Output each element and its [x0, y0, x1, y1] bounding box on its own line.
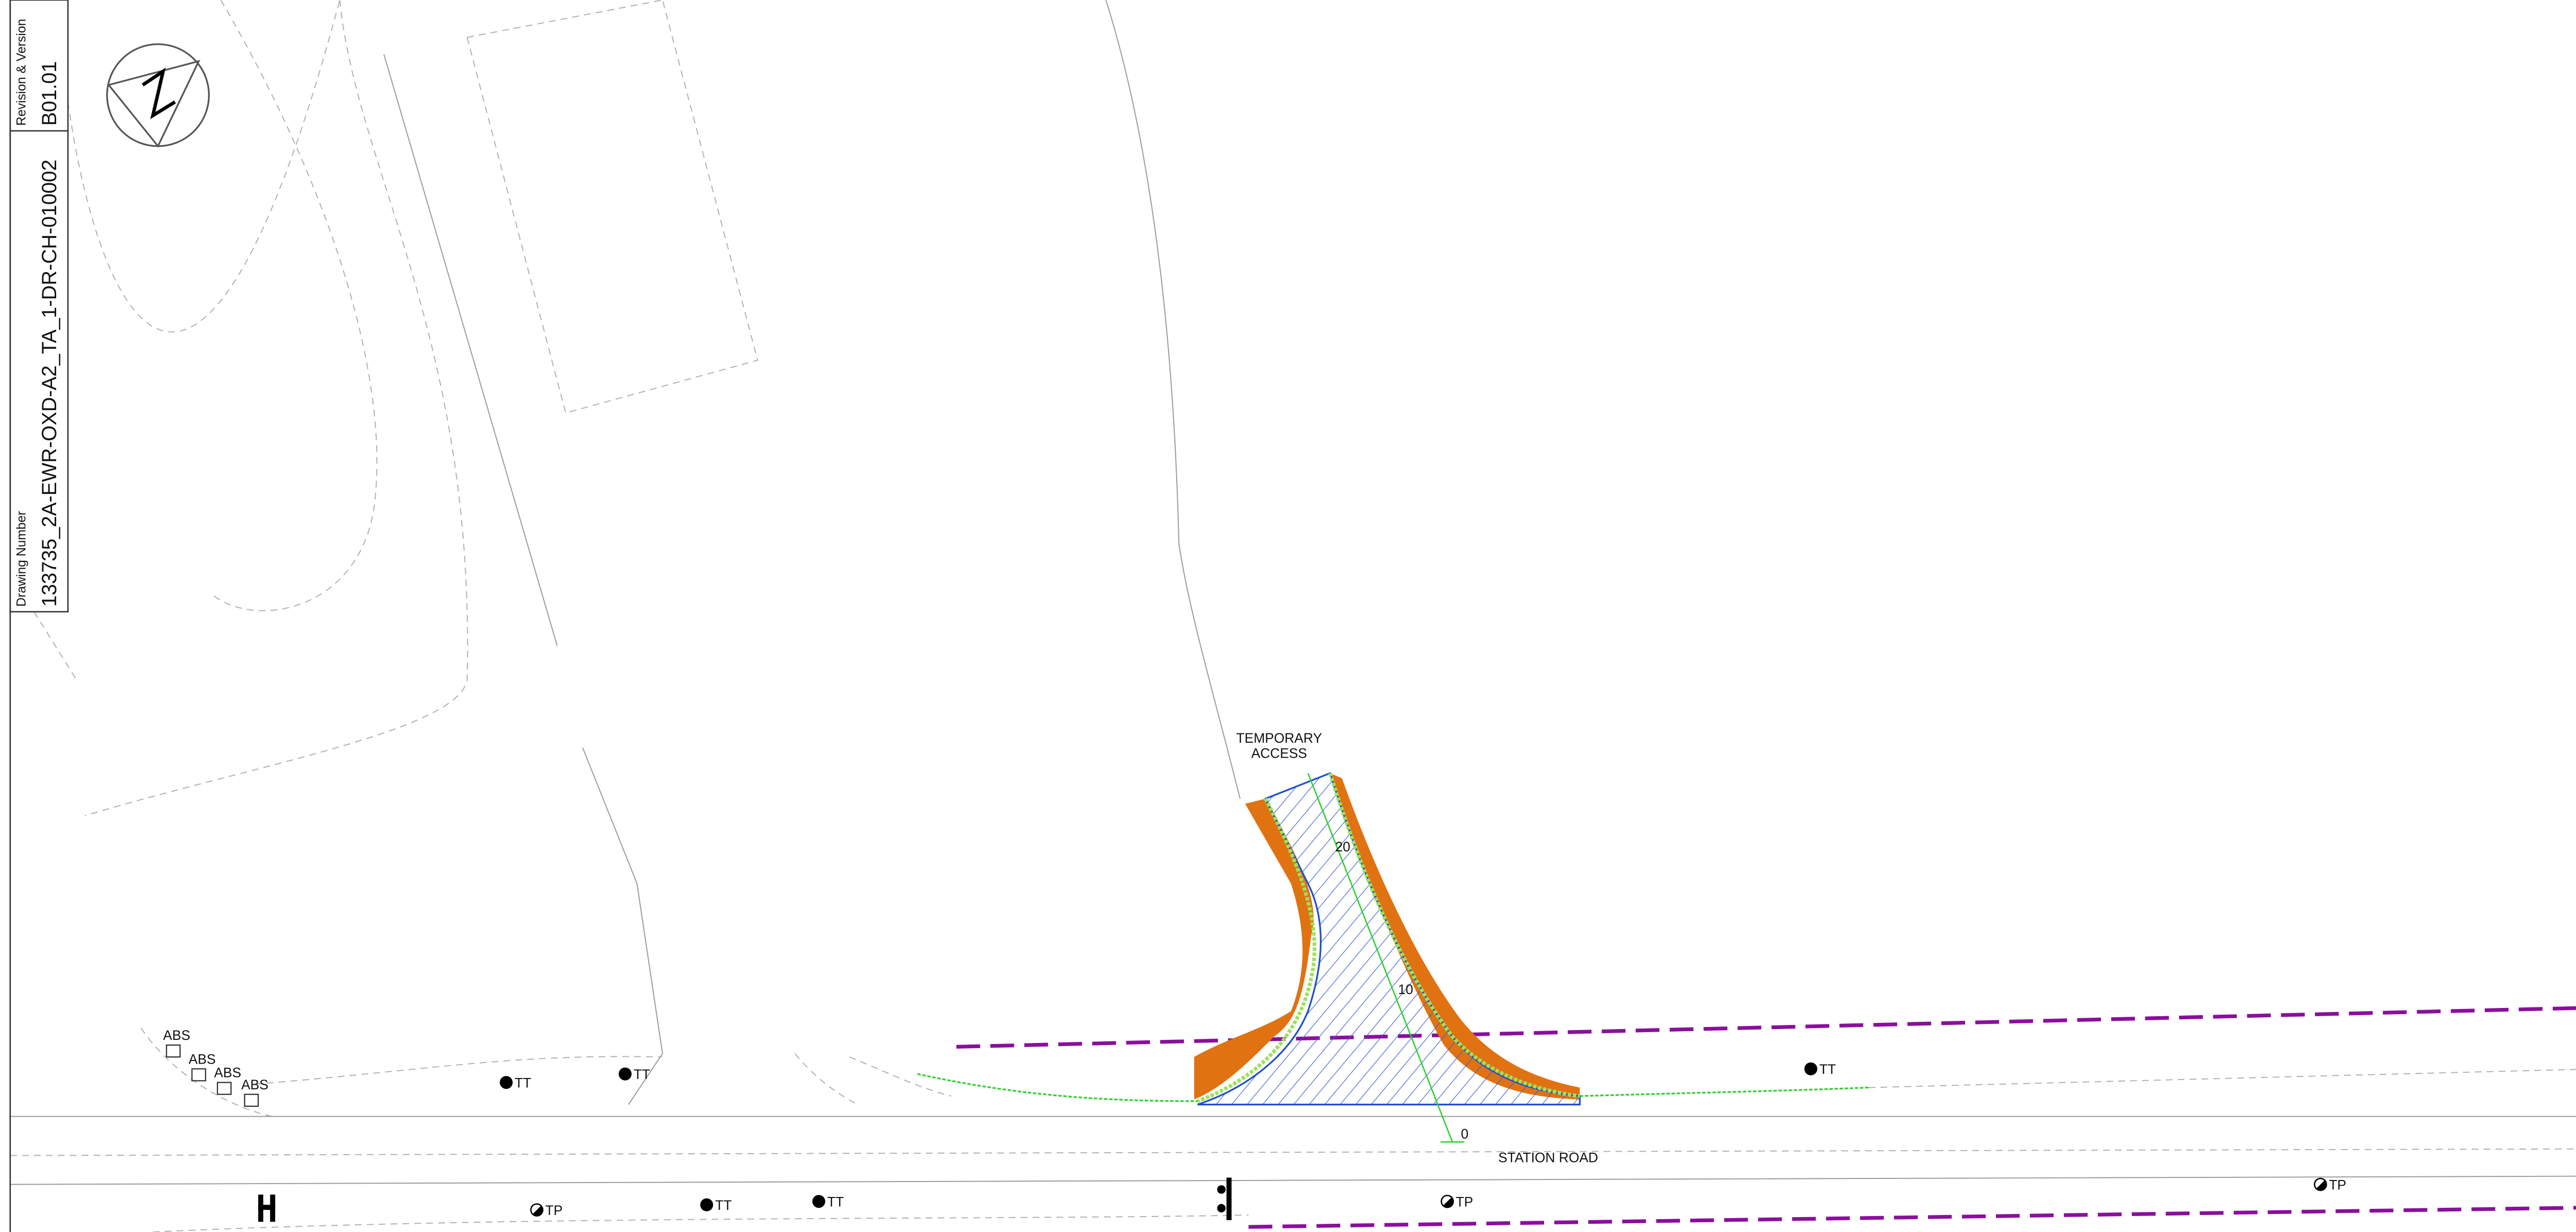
symbol-label: ABS — [189, 1051, 216, 1067]
tp-symbol — [532, 1205, 543, 1216]
drawing-number: 133735_2A-EWR-OXD-A2_TA_1-DR-CH-010002 — [38, 160, 61, 607]
symbol-label: TP — [545, 1203, 563, 1218]
symbol-label: TT — [515, 1075, 531, 1091]
symbol-label: TT — [1819, 1062, 1836, 1077]
tree-symbol — [812, 1195, 825, 1208]
temporary-access — [1194, 772, 1581, 1143]
abs-symbol — [216, 1082, 232, 1095]
chainage-label: 0 — [1461, 1126, 1469, 1142]
symbol-label: ABS — [163, 1028, 191, 1043]
tree-symbol — [1804, 1062, 1818, 1075]
barrier-symbol — [258, 1177, 1232, 1222]
drawing-number-label: Drawing Number — [14, 511, 28, 607]
abs-symbol — [165, 1044, 181, 1058]
access-label: TEMPORARY — [1236, 730, 1323, 746]
symbol-label: ABS — [214, 1065, 241, 1081]
symbol-label: ABS — [241, 1077, 268, 1092]
symbol-label: TT — [715, 1197, 732, 1213]
symbol-label: TP — [1456, 1194, 1473, 1210]
abs-symbol — [244, 1093, 259, 1107]
chainage-label: 20 — [1335, 839, 1350, 854]
abs-symbol — [191, 1068, 207, 1082]
tree-symbol — [500, 1076, 513, 1089]
revision: B01.01 — [38, 61, 61, 126]
access-label: ACCESS — [1251, 745, 1307, 761]
revision-label: Revision & Version — [14, 19, 28, 126]
title-block: Revision & Version B01.01 Drawing Number… — [9, 0, 69, 1232]
north-arrow — [106, 43, 210, 148]
symbol-label: TP — [2329, 1177, 2346, 1193]
tp-symbol — [2316, 1180, 2327, 1191]
tree-symbol — [700, 1198, 714, 1211]
tp-symbol — [1443, 1197, 1453, 1208]
symbol-label: TT — [634, 1067, 650, 1082]
road-name: STATION ROAD — [1498, 1150, 1598, 1166]
chainage-label: 10 — [1398, 982, 1413, 997]
symbol-label: TT — [827, 1194, 844, 1210]
tree-symbol — [618, 1067, 632, 1081]
